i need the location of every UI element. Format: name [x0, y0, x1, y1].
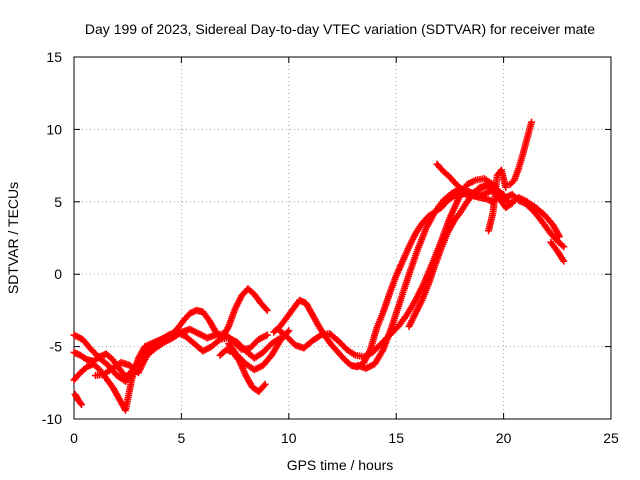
- data-point: [262, 305, 270, 313]
- data-point: [502, 183, 510, 191]
- y-tick-label: -10: [42, 411, 62, 427]
- data-point: [76, 399, 84, 407]
- x-tick-label: 15: [388, 430, 404, 446]
- axis-ticks: [73, 56, 612, 420]
- data-point: [560, 257, 568, 265]
- data-points: [70, 118, 568, 414]
- chart-title: Day 199 of 2023, Sidereal Day-to-day VTE…: [85, 21, 595, 37]
- data-point: [215, 337, 223, 345]
- x-tick-label: 25: [603, 430, 619, 446]
- data-point: [528, 118, 536, 126]
- y-tick-label: -5: [50, 339, 63, 355]
- series-track-7: [225, 327, 293, 374]
- grid: [74, 57, 611, 419]
- x-tick-label: 10: [281, 430, 297, 446]
- series-track-12: [433, 160, 499, 199]
- y-tick-label: 15: [46, 49, 62, 65]
- y-tick-label: 10: [46, 121, 62, 137]
- x-tick-label: 5: [178, 430, 186, 446]
- data-point: [285, 327, 293, 335]
- series-track-13: [485, 166, 510, 235]
- data-point: [508, 199, 516, 207]
- y-tick-label: 0: [54, 266, 62, 282]
- data-point: [263, 331, 271, 339]
- y-tick-label: 5: [54, 194, 62, 210]
- series-track-8: [270, 189, 568, 371]
- series-track-4: [71, 390, 86, 409]
- data-point: [560, 243, 568, 251]
- x-tick-label: 20: [496, 430, 512, 446]
- x-tick-labels: 0 5 10 15 20 25: [70, 430, 619, 446]
- x-axis-label: GPS time / hours: [287, 457, 394, 473]
- data-point: [261, 380, 269, 388]
- series-track-11: [405, 182, 516, 330]
- x-tick-label: 0: [70, 430, 78, 446]
- series-track-15: [547, 238, 568, 265]
- series-track-14: [506, 118, 536, 188]
- data-point: [500, 191, 508, 199]
- series-track-5: [91, 325, 271, 380]
- data-point: [78, 401, 86, 409]
- data-point: [260, 382, 268, 390]
- data-point: [263, 306, 271, 314]
- y-axis-label: SDTVAR / TECUs: [5, 182, 21, 294]
- data-point: [555, 233, 563, 241]
- plot-frame: [73, 56, 612, 420]
- y-tick-labels: -10 -5 0 5 10 15: [42, 49, 62, 427]
